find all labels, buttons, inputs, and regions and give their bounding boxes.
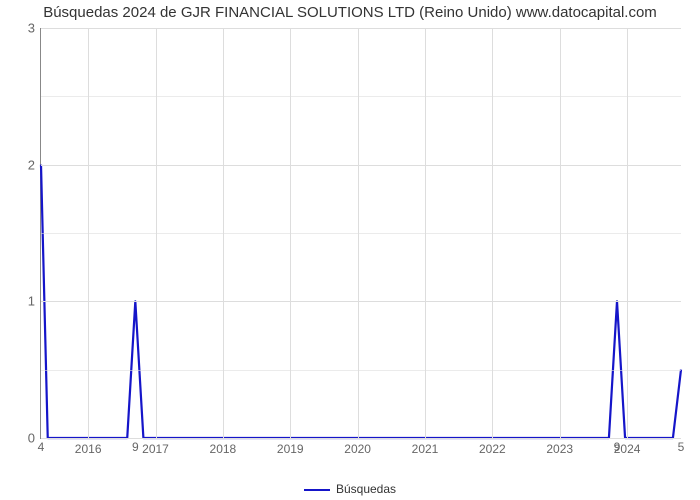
gridline-h [41, 165, 681, 166]
series-point-label: 9 [614, 440, 621, 454]
gridline-v [425, 28, 426, 438]
series-point-label: 5 [678, 440, 685, 454]
x-tick-label: 2023 [546, 438, 573, 456]
plot-area: 0123201620172018201920202021202220232024… [40, 28, 681, 439]
gridline-h [41, 301, 681, 302]
gridline-v [156, 28, 157, 438]
gridline-h-minor [41, 96, 681, 97]
x-tick-label: 2020 [344, 438, 371, 456]
series-point-label: 9 [132, 440, 139, 454]
gridline-v [492, 28, 493, 438]
x-tick-label: 2019 [277, 438, 304, 456]
gridline-v [627, 28, 628, 438]
x-tick-label: 2022 [479, 438, 506, 456]
gridline-v [223, 28, 224, 438]
legend: Búsquedas [0, 482, 700, 496]
y-tick-label: 3 [28, 21, 41, 36]
gridline-h-minor [41, 233, 681, 234]
x-tick-label: 2017 [142, 438, 169, 456]
x-tick-label: 2018 [210, 438, 237, 456]
chart-container: Búsquedas 2024 de GJR FINANCIAL SOLUTION… [0, 0, 700, 500]
y-tick-label: 2 [28, 157, 41, 172]
gridline-h [41, 28, 681, 29]
legend-swatch [304, 489, 330, 491]
gridline-v [358, 28, 359, 438]
y-tick-label: 1 [28, 294, 41, 309]
x-tick-label: 2021 [412, 438, 439, 456]
series-point-label: 4 [38, 440, 45, 454]
gridline-v [560, 28, 561, 438]
gridline-v [88, 28, 89, 438]
gridline-v [290, 28, 291, 438]
chart-title: Búsquedas 2024 de GJR FINANCIAL SOLUTION… [0, 4, 700, 21]
gridline-h-minor [41, 370, 681, 371]
x-tick-label: 2016 [75, 438, 102, 456]
legend-label: Búsquedas [336, 482, 396, 496]
